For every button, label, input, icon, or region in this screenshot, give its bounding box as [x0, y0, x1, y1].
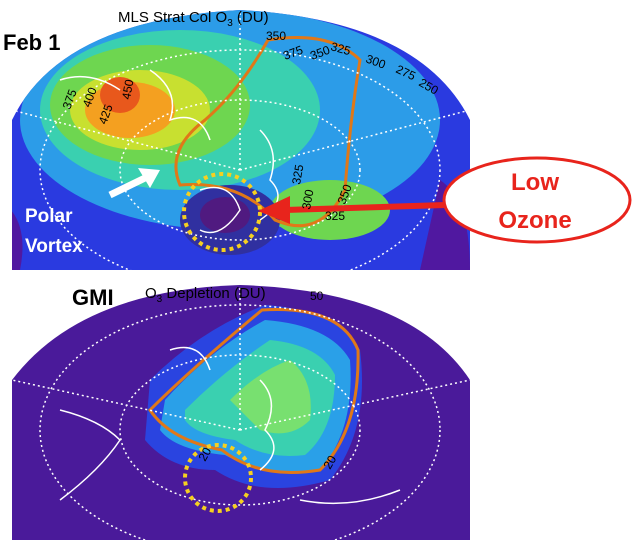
callout-text: Low [511, 169, 559, 196]
contour-label: 375 [60, 87, 80, 111]
title-sub: 3 [157, 294, 163, 305]
contour-label: 50 [310, 289, 324, 303]
title-suffix: (DU) [233, 9, 269, 26]
date-label: Feb 1 [3, 30, 60, 55]
title-suffix: Depletion (DU) [162, 285, 265, 302]
highlight-circle [183, 443, 253, 513]
contour-label: 400 [80, 85, 100, 109]
title-sub: 3 [227, 18, 233, 29]
highlight-circle [182, 172, 262, 252]
contour-label: 20 [320, 453, 339, 472]
contour-label: 325 [325, 209, 345, 223]
contour-label: 375 [281, 43, 305, 63]
vortex-label: Polar [25, 206, 73, 227]
vortex-arrowhead [138, 168, 160, 188]
bottom-map [12, 285, 470, 540]
vortex-arrow [108, 174, 147, 199]
title-text: O [145, 285, 157, 302]
contour-label: 300 [364, 52, 388, 72]
low-ozone-arrow [284, 202, 446, 213]
contour-label: 350 [335, 182, 355, 206]
contour-label: 20 [195, 445, 214, 464]
title-text: MLS Strat Col O [118, 9, 227, 26]
callout-ellipse [442, 156, 632, 244]
contour-label: 325 [289, 163, 306, 185]
contour-label: 450 [119, 78, 136, 100]
callout-text: Ozone [498, 207, 571, 234]
contour-label: 350 [308, 43, 332, 63]
model-label: GMI [72, 285, 114, 310]
top-map [12, 10, 470, 270]
bottom-contour-labels: 20 20 50 [195, 289, 339, 472]
vortex-label: Vortex [25, 236, 83, 257]
contour-label: 350 [266, 29, 286, 43]
panel-title: O3 Depletion (DU) [145, 285, 266, 305]
contour-label: 425 [96, 102, 116, 126]
contour-label: 300 [299, 188, 316, 210]
low-ozone-arrowhead [258, 196, 290, 224]
panel-title: MLS Strat Col O3 (DU) [118, 9, 269, 29]
contour-label: 325 [329, 39, 352, 58]
